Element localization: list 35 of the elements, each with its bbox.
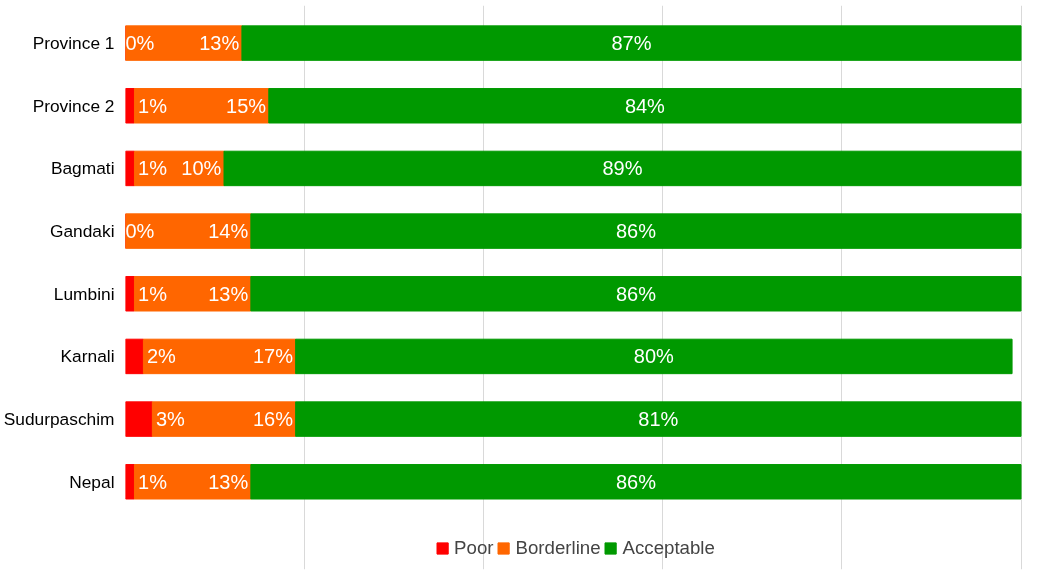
y-tick-label: Bagmati (50, 158, 115, 179)
legend-label: Poor (454, 537, 494, 559)
legend-label: Acceptable (622, 537, 715, 559)
y-tick-label: Province 1 (32, 33, 115, 54)
data-label: 86% (615, 220, 657, 243)
data-label: 17% (252, 345, 294, 368)
y-tick-label: Karnali (60, 346, 115, 367)
data-label: 80% (633, 345, 675, 368)
data-label: 1% (138, 157, 168, 180)
legend-label: Borderline (515, 537, 601, 559)
data-label: 13% (208, 470, 249, 493)
data-label: 81% (638, 408, 679, 431)
y-tick-label: Gandaki (49, 221, 115, 242)
data-label: 13% (208, 282, 249, 305)
data-label: 15% (226, 94, 267, 117)
data-label: 86% (615, 470, 657, 493)
y-tick-label: Lumbini (53, 283, 115, 304)
data-label: 1% (138, 94, 168, 117)
data-label: 86% (615, 282, 657, 305)
data-label: 14% (208, 220, 249, 243)
data-label: 13% (199, 32, 240, 55)
data-label: 87% (611, 32, 652, 55)
y-tick-label: Nepal (69, 471, 115, 492)
data-label: 0% (125, 220, 155, 243)
data-label: 2% (146, 345, 177, 368)
data-label: 0% (125, 32, 155, 55)
data-label: 89% (602, 157, 643, 180)
data-label: 10% (181, 157, 222, 180)
y-tick-label: Sudurpaschim (3, 409, 115, 430)
data-label: 16% (252, 408, 294, 431)
y-tick-label: Province 2 (32, 95, 115, 116)
data-label: 3% (155, 408, 186, 431)
data-label: 1% (138, 282, 168, 305)
data-label: 84% (624, 94, 666, 117)
data-label: 1% (138, 470, 168, 493)
